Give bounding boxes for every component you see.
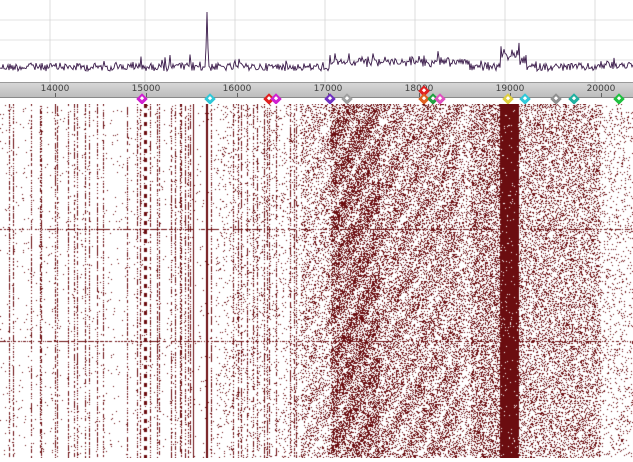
ruler-tick [601, 93, 602, 97]
ruler-label: 19000 [495, 84, 525, 94]
marker-center [522, 96, 527, 101]
ruler-tick [146, 93, 147, 97]
marker-center [273, 96, 279, 101]
marker-yellow-1-marker-icon[interactable] [502, 93, 514, 105]
marker-purple-1-marker-icon[interactable] [324, 93, 336, 105]
marker-cyan-2-marker-icon[interactable] [518, 93, 531, 105]
ruler-label: 20000 [586, 84, 616, 94]
marker-center [139, 96, 145, 101]
marker-center [344, 96, 350, 101]
ruler-label: 15000 [131, 84, 161, 94]
marker-green-2-marker-icon[interactable] [613, 93, 625, 105]
marker-gray-2-marker-icon[interactable] [549, 93, 562, 105]
marker-center [208, 96, 213, 101]
marker-center [327, 96, 332, 101]
spectrum-plot[interactable] [0, 0, 633, 82]
marker-center [553, 96, 558, 101]
marker-center [421, 88, 426, 93]
ruler-label: 14000 [40, 84, 70, 94]
waterfall-display[interactable] [0, 104, 633, 458]
ruler-label: 17000 [313, 84, 343, 94]
frequency-ruler[interactable]: 14000150001600017000180001900020000 [0, 82, 633, 98]
marker-center [422, 96, 427, 101]
marker-magenta-1-marker-icon[interactable] [136, 93, 148, 105]
ruler-tick [419, 93, 420, 97]
marker-magenta-2-marker-icon[interactable] [270, 93, 282, 105]
ruler-tick [55, 93, 56, 97]
marker-pink-1-marker-icon[interactable] [434, 93, 446, 105]
marker-center [437, 96, 443, 101]
marker-center [506, 96, 511, 101]
marker-cyan-1-marker-icon[interactable] [204, 93, 217, 105]
marker-center [617, 96, 622, 101]
waterfall-canvas [0, 104, 633, 458]
ruler-label: 16000 [222, 84, 252, 94]
ruler-tick [237, 93, 238, 97]
spectrum-trace-canvas [0, 0, 633, 82]
spectrum-trace [0, 11, 633, 73]
marker-gray-1-marker-icon[interactable] [341, 93, 353, 105]
marker-center [571, 96, 576, 101]
marker-teal-1-marker-icon[interactable] [568, 93, 580, 105]
